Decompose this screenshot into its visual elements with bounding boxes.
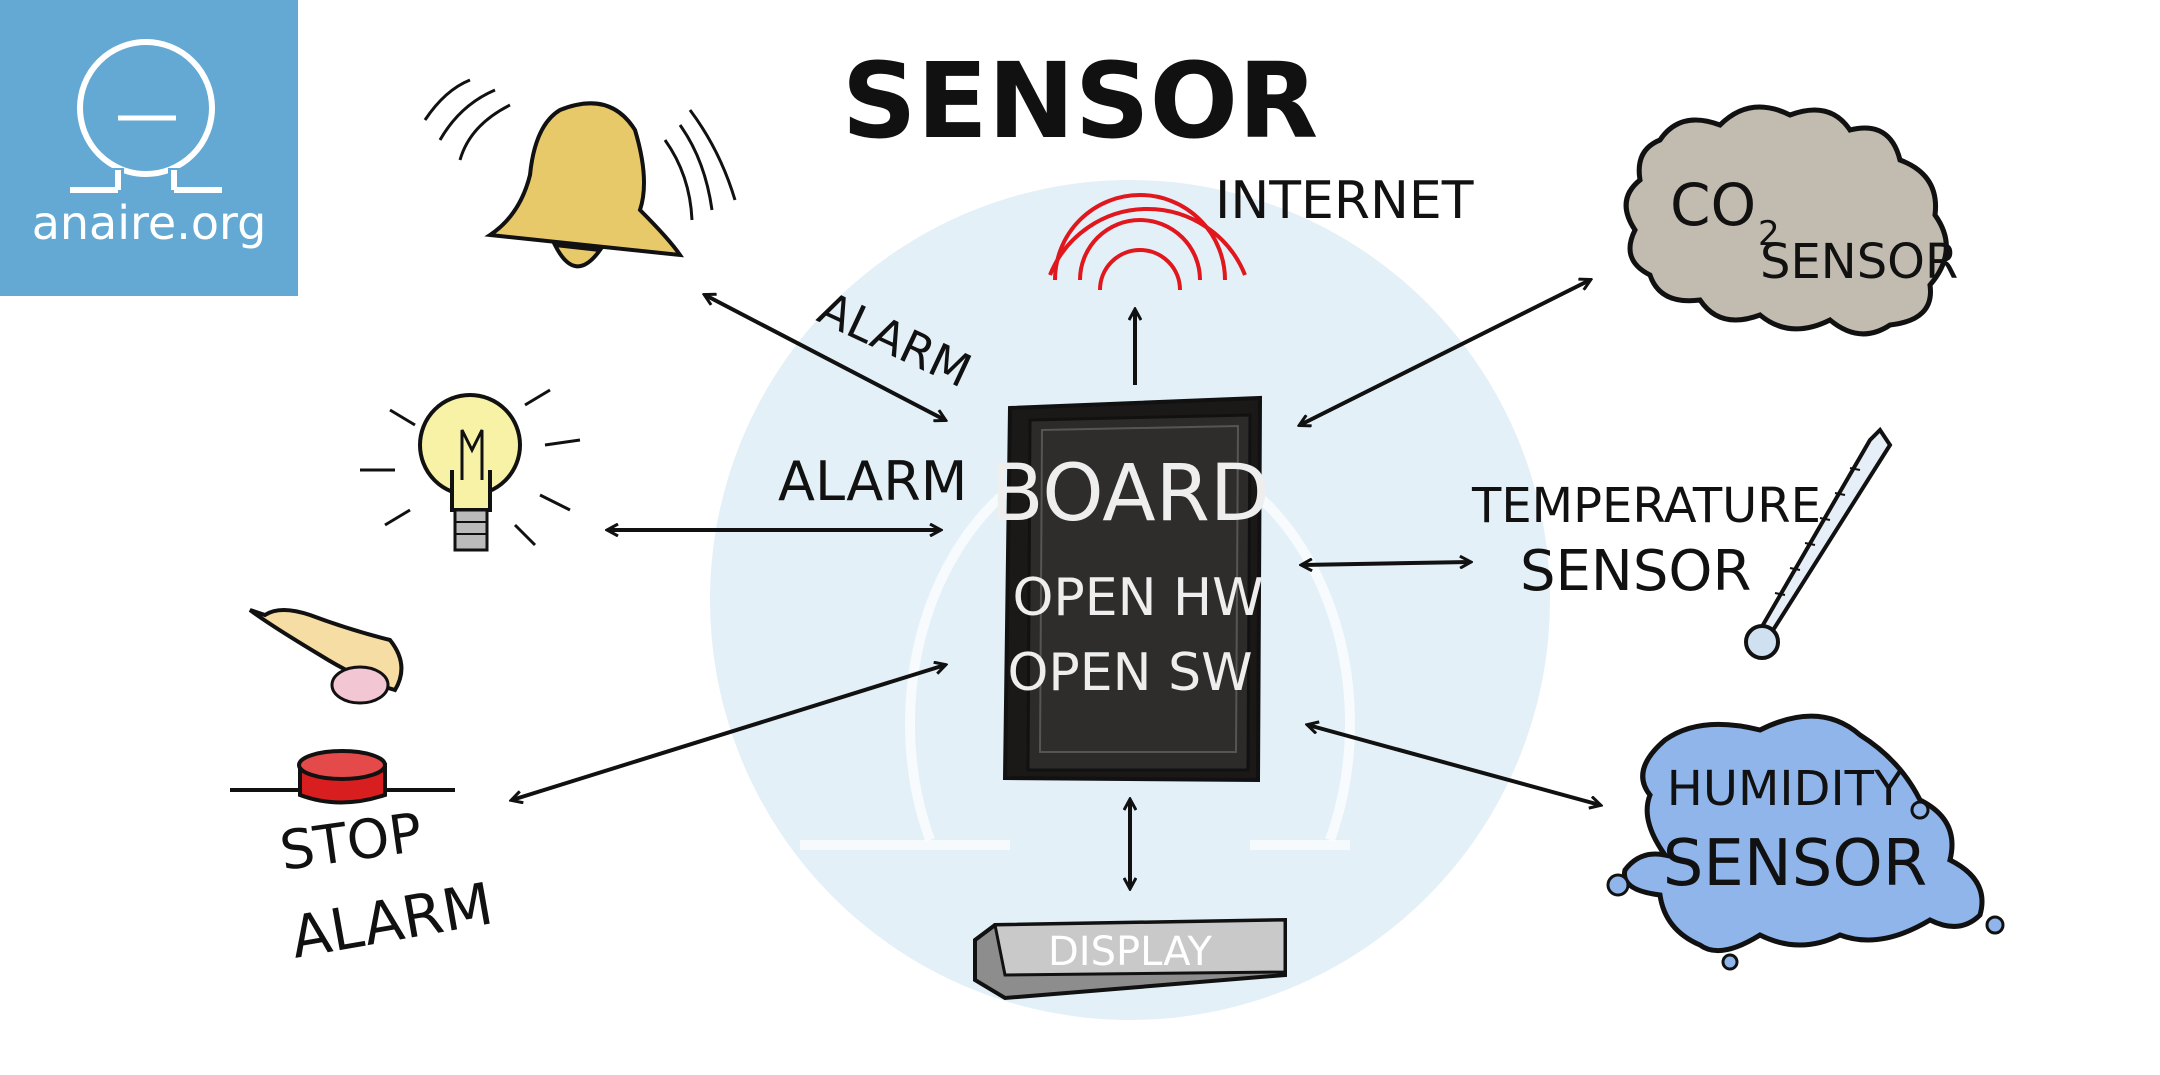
stop-alarm-label-2: ALARM — [286, 870, 498, 972]
board-line-hw: OPEN HW — [1012, 568, 1263, 628]
anaire-logo: anaire.org — [0, 0, 298, 296]
humidity-sensor-blob — [1606, 713, 2005, 971]
internet-label: INTERNET — [1215, 171, 1474, 231]
board — [1002, 395, 1263, 783]
humidity-label-2: SENSOR — [1663, 827, 1927, 901]
co2-label-sensor: SENSOR — [1760, 234, 1958, 290]
arrow-stop — [512, 665, 945, 800]
board-line-sw: OPEN SW — [1008, 643, 1253, 703]
stop-alarm-label-1: STOP — [276, 801, 426, 883]
co2-label-co: CO — [1670, 171, 1756, 239]
arrow-bell — [705, 295, 945, 420]
board-title: BOARD — [990, 449, 1270, 539]
temperature-label-1: TEMPERATURE — [1471, 478, 1821, 534]
thermometer-icon — [1744, 426, 1893, 660]
bell-icon — [423, 78, 737, 269]
omega-logo-icon — [70, 39, 222, 193]
humidity-label-1: HUMIDITY — [1667, 761, 1904, 817]
display — [973, 917, 1287, 1001]
arrow-co2 — [1300, 280, 1590, 425]
connection-arrows — [512, 280, 1600, 888]
co2-sensor-cloud — [1623, 104, 1949, 337]
temperature-label-2: SENSOR — [1520, 539, 1751, 604]
display-label: DISPLAY — [1048, 929, 1213, 975]
logo-text: anaire.org — [31, 196, 267, 250]
alarm-label-mid: ALARM — [778, 450, 967, 513]
arrow-temperature — [1302, 562, 1470, 565]
co2-label-subscript: 2 — [1758, 214, 1780, 254]
arrow-humidity — [1308, 725, 1600, 805]
page-title: SENSOR — [841, 40, 1319, 162]
light-bulb-icon — [360, 388, 581, 552]
stop-button-icon — [230, 608, 455, 805]
wifi-icon — [1048, 193, 1247, 291]
